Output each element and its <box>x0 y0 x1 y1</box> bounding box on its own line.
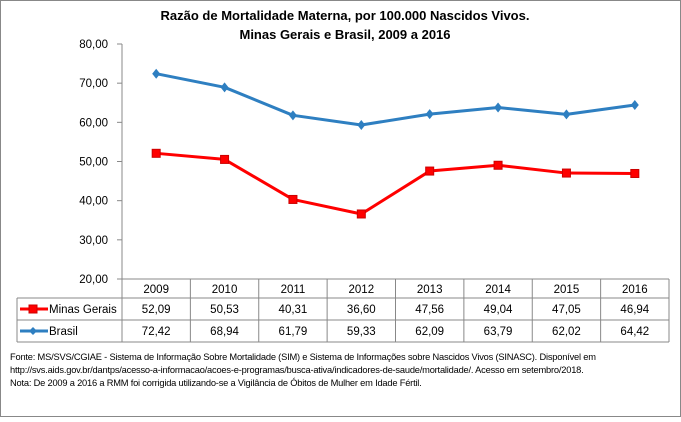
data-point-diamond <box>630 100 639 111</box>
data-point-diamond <box>494 102 503 113</box>
data-point-diamond <box>220 82 229 93</box>
data-table-value: 72,42 <box>142 326 171 338</box>
series-line-minas-gerais <box>156 151 635 216</box>
data-point-square <box>220 154 230 164</box>
data-table-value: 40,31 <box>279 304 308 316</box>
data-point-diamond <box>357 119 366 130</box>
x-category-label: 2010 <box>212 284 238 296</box>
source-note: Fonte: MS/SVS/CGIAE - Sistema de Informa… <box>10 352 596 362</box>
data-point-square <box>561 168 571 178</box>
chart-title: Razão de Mortalidade Materna, por 100.00… <box>161 8 530 23</box>
y-tick-label: 30,00 <box>79 235 108 247</box>
data-point-square <box>288 194 298 204</box>
x-category-label: 2015 <box>554 284 580 296</box>
x-category-label: 2013 <box>417 284 443 296</box>
legend-label-minas-gerais: Minas Gerais <box>49 304 117 316</box>
data-table-value: 59,33 <box>347 326 376 338</box>
legend-square-marker <box>28 304 38 314</box>
data-point-square <box>356 209 366 219</box>
data-table-value: 62,02 <box>552 326 581 338</box>
data-table-value: 36,60 <box>347 304 376 316</box>
y-tick-label: 50,00 <box>79 157 108 169</box>
x-category-label: 2014 <box>485 284 511 296</box>
data-table-value: 46,94 <box>620 304 649 316</box>
y-tick-label: 60,00 <box>79 117 108 129</box>
data-table-value: 61,79 <box>279 326 308 338</box>
x-category-label: 2012 <box>349 284 375 296</box>
data-point-diamond <box>152 68 161 79</box>
series-line-brasil <box>155 72 636 127</box>
data-table-value: 47,05 <box>552 304 581 316</box>
data-table-value: 64,42 <box>620 326 649 338</box>
y-tick-label: 70,00 <box>79 78 108 90</box>
data-table-value: 52,09 <box>142 304 171 316</box>
data-point-diamond <box>562 109 571 120</box>
data-point-square <box>151 148 161 158</box>
data-table-value: 63,79 <box>484 326 513 338</box>
correction-note: Nota: De 2009 a 2016 a RMM foi corrigida… <box>10 378 422 388</box>
data-point-diamond <box>288 110 297 121</box>
legend-label-brasil: Brasil <box>49 326 78 338</box>
y-tick-label: 80,00 <box>79 39 108 51</box>
data-point-diamond <box>425 109 434 120</box>
data-point-square <box>630 168 640 178</box>
data-table-value: 50,53 <box>210 304 239 316</box>
y-tick-label: 40,00 <box>79 196 108 208</box>
data-table-value: 49,04 <box>484 304 513 316</box>
data-point-square <box>425 166 435 176</box>
legend-diamond-marker <box>29 327 37 335</box>
source-url-note: http://svs.aids.gov.br/dantps/acesso-a-i… <box>10 365 584 375</box>
data-table-value: 62,09 <box>415 326 444 338</box>
chart-subtitle: Minas Gerais e Brasil, 2009 a 2016 <box>239 27 450 42</box>
data-table-value: 47,56 <box>415 304 444 316</box>
x-category-label: 2016 <box>622 284 648 296</box>
x-category-label: 2009 <box>143 284 169 296</box>
x-category-label: 2011 <box>281 284 306 296</box>
data-point-square <box>493 160 503 170</box>
y-tick-label: 20,00 <box>79 274 108 286</box>
data-table-value: 68,94 <box>210 326 239 338</box>
